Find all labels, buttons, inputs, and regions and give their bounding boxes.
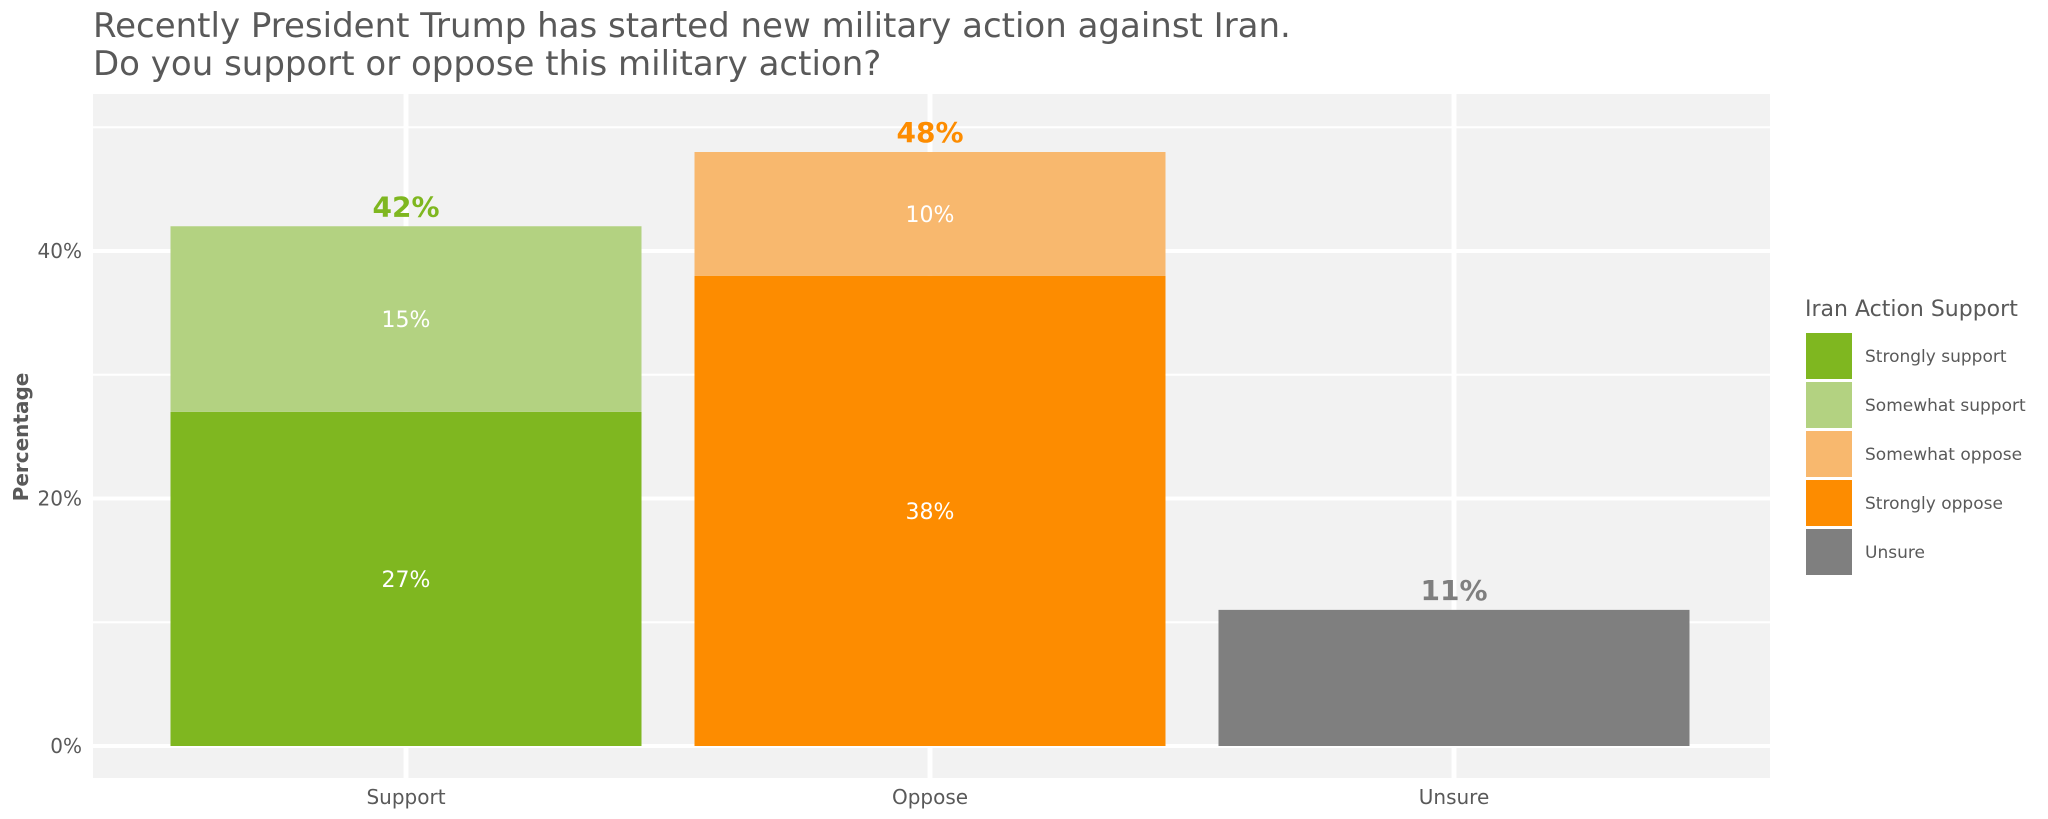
y-tick-label: 20% — [38, 487, 82, 511]
chart-title-line-1: Recently President Trump has started new… — [93, 6, 1291, 46]
legend-key-strongly-oppose — [1806, 480, 1852, 526]
bar-oppose-somewhat-oppose — [694, 152, 1166, 276]
legend-title: Iran Action Support — [1805, 297, 2018, 322]
legend-label: Strongly oppose — [1865, 494, 2003, 514]
bar-support-strongly-support — [170, 411, 642, 746]
segment-label: 10% — [906, 203, 955, 228]
segment-label: 38% — [906, 500, 955, 525]
legend-label: Somewhat oppose — [1865, 445, 2022, 465]
legend-key-somewhat-support — [1806, 382, 1852, 428]
y-tick-label: 0% — [50, 734, 82, 758]
x-tick-label: Unsure — [1419, 785, 1490, 809]
y-axis: 0% 20% 40% — [38, 239, 82, 758]
bar-unsure-unsure — [1218, 609, 1690, 746]
legend-key-somewhat-oppose — [1806, 431, 1852, 477]
chart-title-line-2: Do you support or oppose this military a… — [93, 44, 882, 84]
legend-label: Somewhat support — [1865, 396, 2026, 416]
bar-oppose-strongly-oppose — [694, 275, 1166, 746]
x-axis: Support Oppose Unsure — [366, 785, 1489, 809]
bars — [170, 152, 1690, 746]
x-tick-label: Oppose — [892, 785, 968, 809]
y-tick-label: 40% — [38, 239, 82, 263]
total-label: 48% — [896, 116, 963, 149]
legend: Iran Action Support Strongly support Some… — [1805, 297, 2026, 575]
legend-label: Strongly support — [1865, 347, 2007, 367]
total-label: 42% — [372, 190, 439, 223]
bar-support-somewhat-support — [170, 226, 642, 412]
segment-label: 15% — [382, 308, 431, 333]
segment-label: 27% — [382, 568, 431, 593]
legend-key-unsure — [1806, 529, 1852, 575]
total-label: 11% — [1420, 574, 1487, 607]
legend-key-strongly-support — [1806, 333, 1852, 379]
bar-labels: 27% 15% 42% 38% 10% 48% 11% — [372, 116, 1487, 607]
x-tick-label: Support — [366, 785, 445, 809]
legend-label: Unsure — [1865, 543, 1925, 563]
y-axis-title: Percentage — [9, 373, 33, 502]
